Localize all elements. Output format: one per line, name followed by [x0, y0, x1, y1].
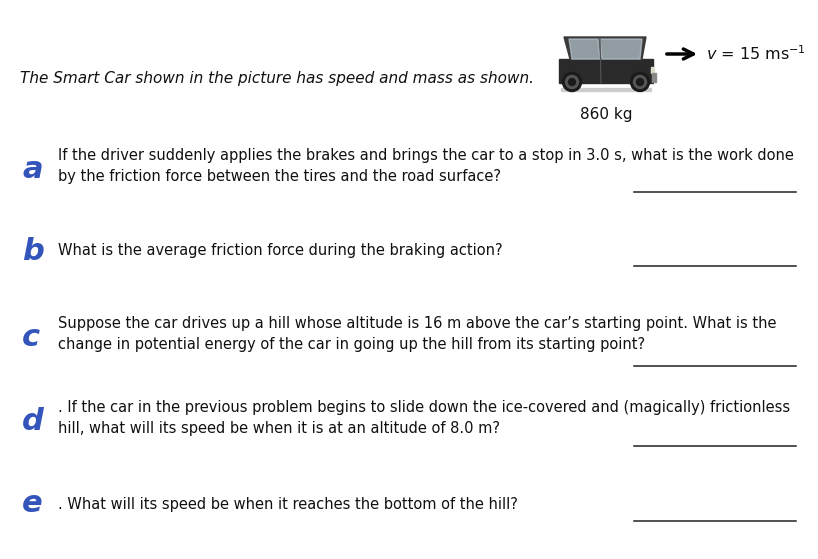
Polygon shape: [651, 67, 654, 73]
Text: . What will its speed be when it reaches the bottom of the hill?: . What will its speed be when it reaches…: [58, 496, 518, 511]
Polygon shape: [564, 37, 646, 59]
Text: e: e: [22, 490, 43, 519]
Text: . If the car in the previous problem begins to slide down the ice-covered and (m: . If the car in the previous problem beg…: [58, 400, 790, 437]
Polygon shape: [561, 88, 651, 91]
Text: b: b: [22, 236, 44, 266]
Text: The Smart Car shown in the picture has speed and mass as shown.: The Smart Car shown in the picture has s…: [20, 72, 534, 87]
Circle shape: [569, 78, 576, 86]
Circle shape: [631, 73, 649, 92]
Text: $\it{v}$ = 15 ms$^{-1}$: $\it{v}$ = 15 ms$^{-1}$: [706, 45, 806, 63]
Text: d: d: [22, 406, 44, 435]
Polygon shape: [652, 73, 656, 82]
Circle shape: [636, 78, 644, 86]
Circle shape: [563, 73, 582, 92]
Circle shape: [565, 75, 578, 88]
Polygon shape: [600, 39, 642, 59]
Text: Suppose the car drives up a hill whose altitude is 16 m above the car’s starting: Suppose the car drives up a hill whose a…: [58, 316, 776, 352]
Text: c: c: [22, 323, 40, 352]
Text: What is the average friction force during the braking action?: What is the average friction force durin…: [58, 244, 502, 258]
Text: If the driver suddenly applies the brakes and brings the car to a stop in 3.0 s,: If the driver suddenly applies the brake…: [58, 148, 794, 184]
Polygon shape: [569, 39, 600, 59]
Circle shape: [633, 75, 646, 88]
Text: 860 kg: 860 kg: [580, 107, 632, 122]
Polygon shape: [559, 59, 653, 83]
Text: a: a: [22, 154, 43, 183]
